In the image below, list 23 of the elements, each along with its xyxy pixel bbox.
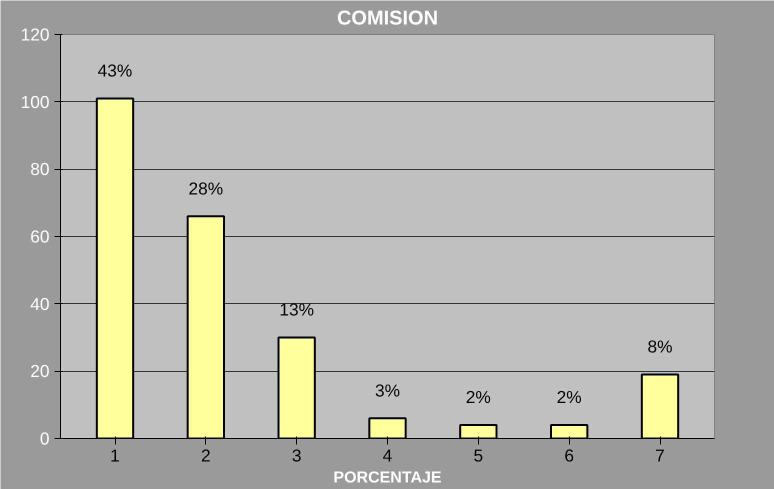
x-tick-label: 4	[382, 446, 393, 466]
y-tick-label: 40	[30, 294, 50, 314]
y-tick-label: 100	[20, 92, 50, 112]
x-tick-label: 2	[201, 446, 211, 466]
y-tick-label: 20	[30, 361, 50, 382]
annotation: 8%	[647, 336, 673, 357]
annotation: 28%	[188, 178, 224, 198]
y-tick-label: 120	[20, 24, 50, 44]
annotation: 3%	[374, 380, 400, 400]
annotation: 2%	[556, 387, 582, 408]
annotation: 43%	[98, 60, 132, 80]
x-tick-label: 1	[110, 446, 120, 466]
chart-title: COMISION	[336, 8, 438, 30]
y-tick-label: 60	[30, 226, 50, 246]
annotation: 13%	[279, 300, 314, 320]
annotation: 2%	[466, 387, 491, 408]
x-tick-label: 5	[474, 446, 484, 466]
y-tick-label: 0	[40, 428, 50, 448]
x-tick-label: 7	[655, 446, 665, 466]
x-tick-label: 6	[564, 446, 574, 466]
y-tick-label: 80	[30, 159, 50, 180]
x-tick-label: 3	[292, 446, 302, 466]
x-axis-title: PORCENTAJE	[333, 470, 442, 486]
